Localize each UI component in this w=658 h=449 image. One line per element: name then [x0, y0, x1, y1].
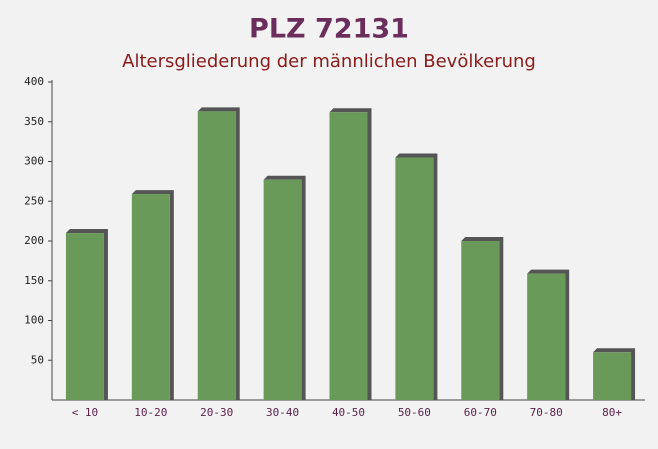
chart-subtitle: Altersgliederung der männlichen Bevölker…	[122, 51, 536, 72]
bar	[131, 194, 170, 400]
y-tick-label: 250	[24, 194, 44, 207]
y-tick-label: 100	[24, 314, 44, 327]
x-tick-label: < 10	[72, 406, 99, 419]
bar	[197, 111, 236, 400]
bar	[395, 157, 434, 400]
bar	[65, 233, 104, 400]
x-tick-label: 30-40	[266, 406, 299, 419]
bar	[263, 179, 302, 400]
x-tick-label: 10-20	[134, 406, 167, 419]
bar	[461, 241, 500, 400]
x-tick-label: 60-70	[464, 406, 497, 419]
bar	[329, 112, 368, 401]
y-tick-label: 350	[24, 115, 44, 128]
y-tick-label: 50	[31, 353, 44, 366]
x-tick-label: 40-50	[332, 406, 365, 419]
y-tick-label: 400	[24, 75, 44, 88]
y-tick-label: 300	[24, 155, 44, 168]
y-tick-label: 150	[24, 274, 44, 287]
bar	[527, 273, 566, 400]
x-tick-label: 20-30	[200, 406, 233, 419]
bar	[593, 352, 632, 400]
x-tick-label: 70-80	[530, 406, 563, 419]
x-tick-label: 50-60	[398, 406, 431, 419]
y-tick-label: 200	[24, 234, 44, 247]
x-tick-label: 80+	[602, 406, 622, 419]
chart-title: PLZ 72131	[249, 14, 409, 45]
